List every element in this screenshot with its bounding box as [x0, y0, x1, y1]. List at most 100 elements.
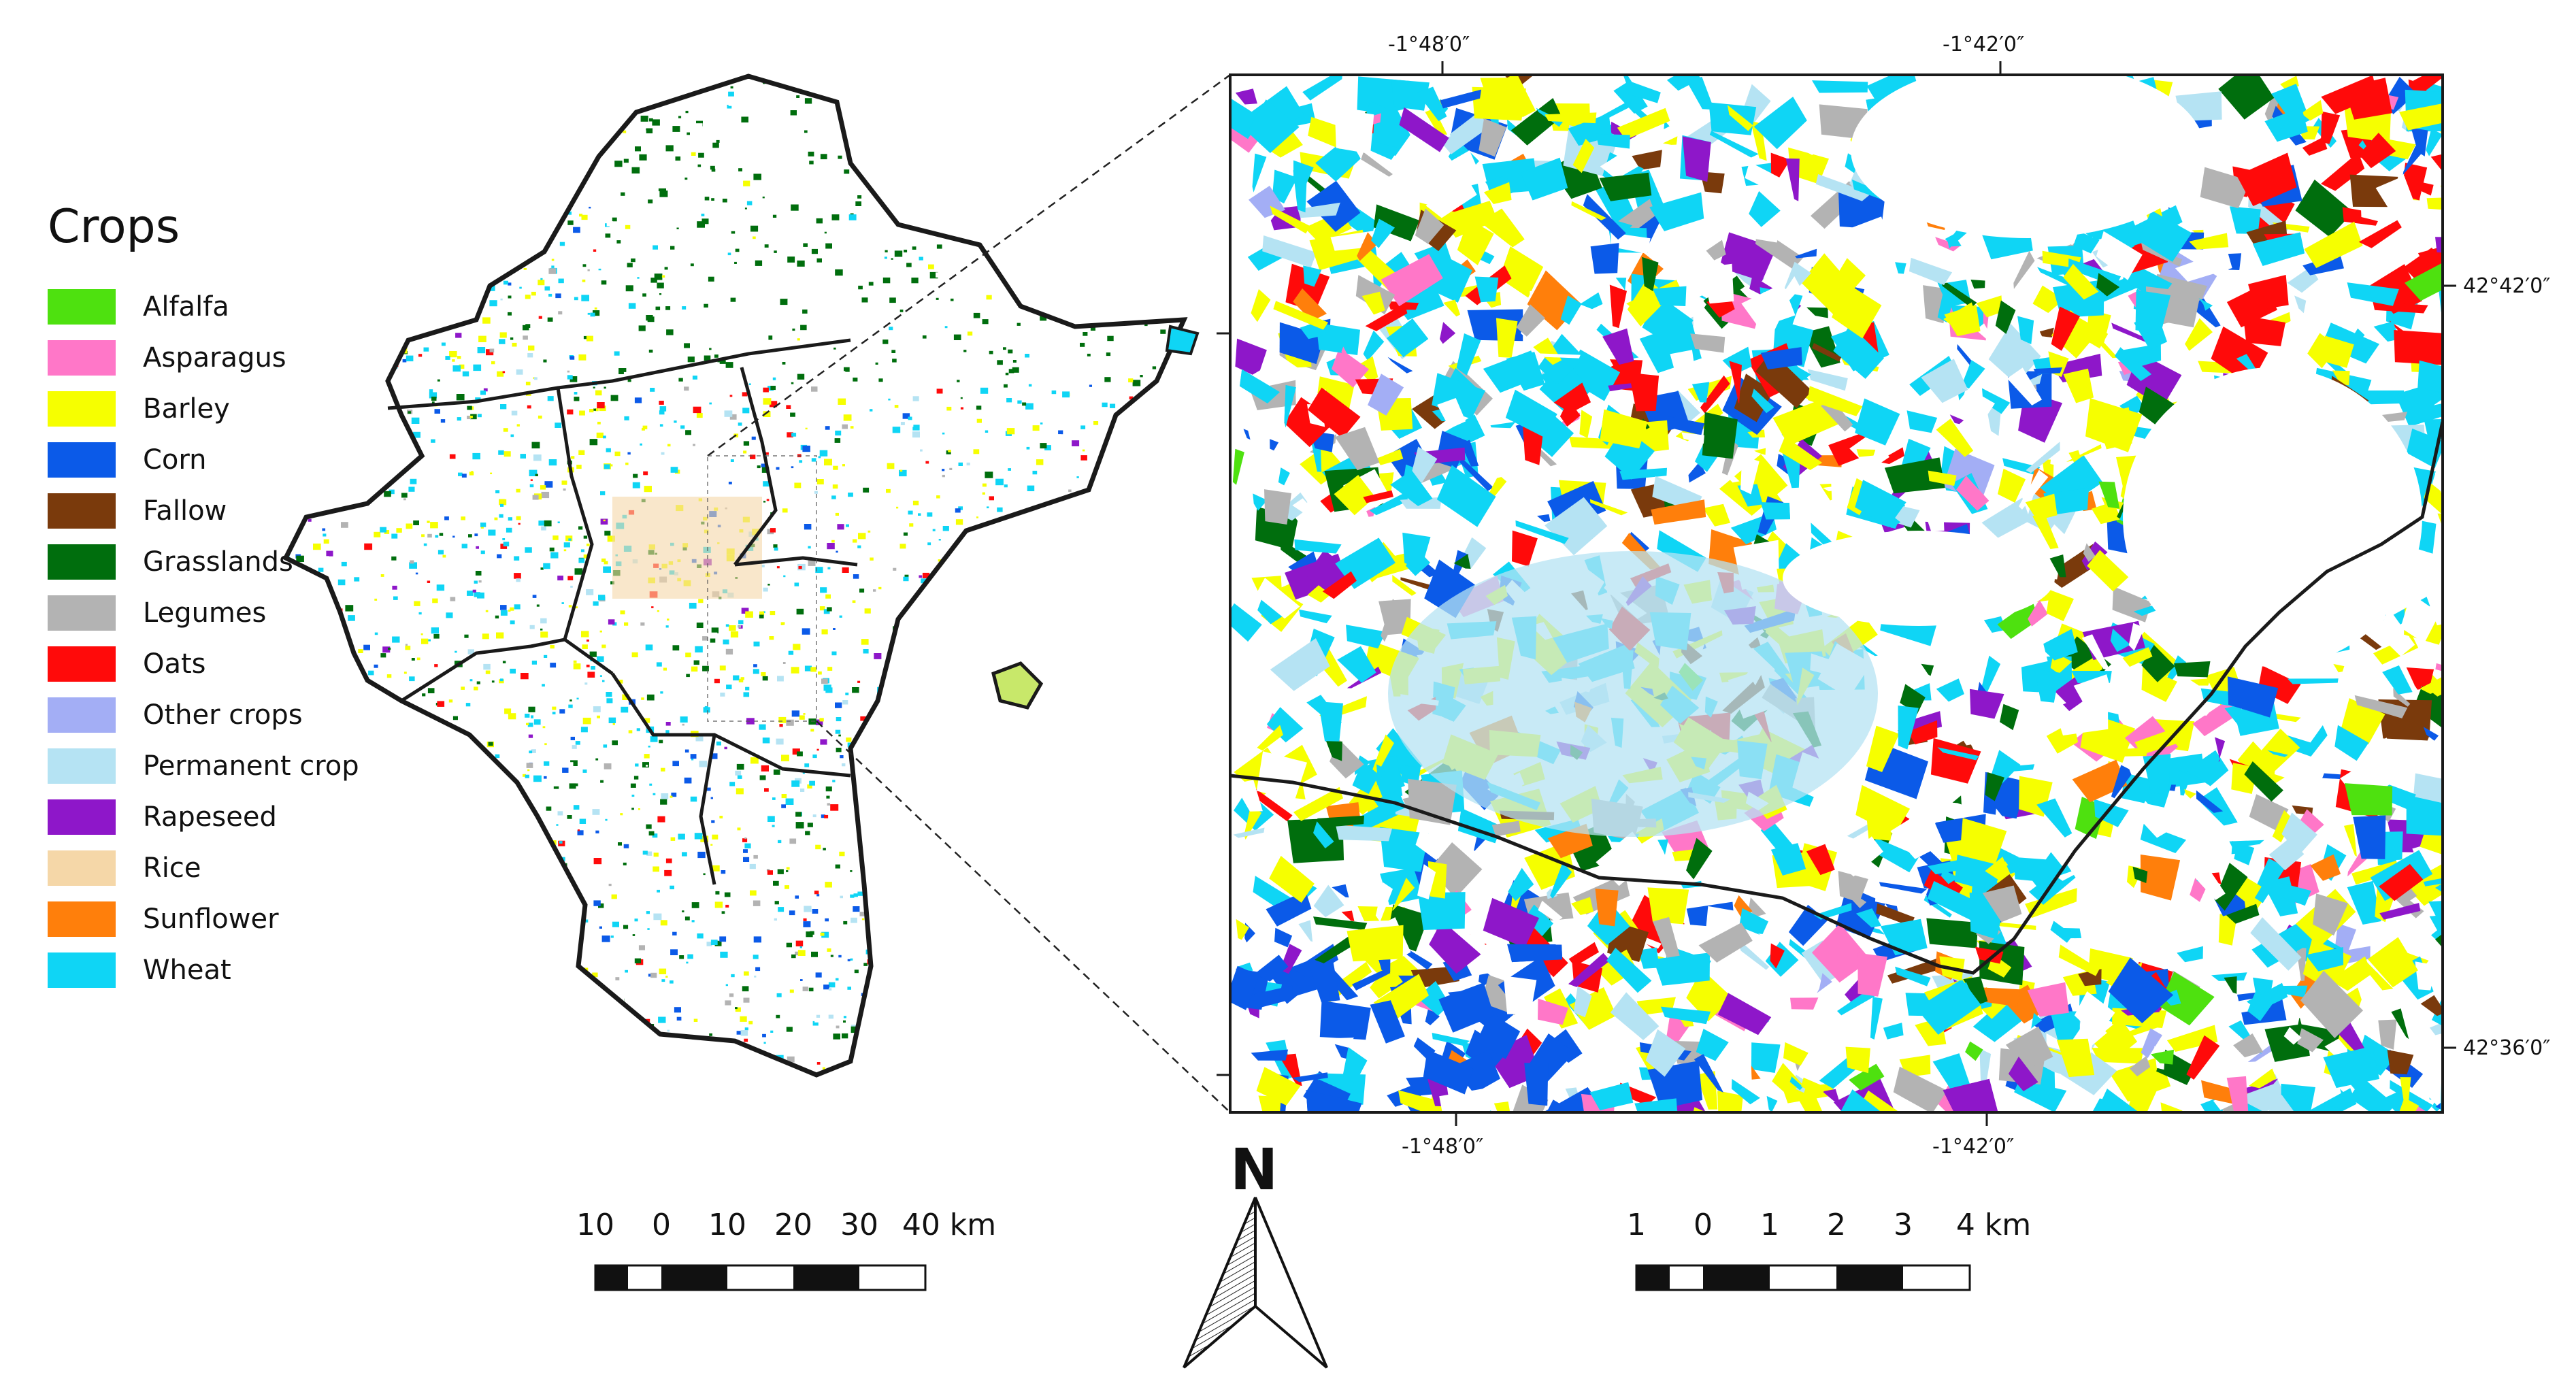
crop-pixel	[508, 610, 511, 612]
crop-pixel	[478, 271, 482, 274]
crop-pixel	[902, 119, 909, 125]
crop-pixel	[480, 391, 486, 395]
crop-pixel	[1132, 265, 1134, 267]
crop-pixel	[457, 417, 461, 421]
crop-pixel	[763, 1042, 766, 1044]
crop-pixel	[967, 769, 974, 776]
crop-pixel	[665, 858, 672, 863]
crop-pixel	[683, 211, 691, 218]
crop-pixel	[378, 1023, 386, 1029]
crop-pixel	[1020, 869, 1025, 873]
crop-pixel	[378, 498, 384, 503]
crop-pixel	[1011, 850, 1014, 853]
crop-pixel	[338, 96, 342, 99]
crop-pixel	[1104, 923, 1112, 929]
crop-pixel	[555, 999, 563, 1006]
crop-pixel	[852, 831, 856, 834]
crop-pixel	[1178, 952, 1184, 958]
crop-pixel	[580, 727, 588, 733]
crop-pixel	[551, 259, 555, 261]
crop-pixel	[427, 688, 435, 693]
crop-pixel	[1029, 875, 1035, 880]
crop-pixel	[1031, 183, 1036, 187]
crop-pixel	[1164, 76, 1172, 81]
crop-pixel	[1041, 1077, 1048, 1082]
crop-pixel	[953, 334, 961, 340]
crop-pixel	[1156, 369, 1160, 372]
crop-pixel	[1156, 890, 1163, 895]
crop-pixel	[680, 290, 684, 293]
crop-pixel	[780, 1072, 782, 1074]
crop-pixel	[532, 595, 537, 598]
crop-pixel	[833, 1033, 840, 1040]
crop-pixel	[367, 1070, 371, 1074]
crop-parcel	[1375, 882, 1393, 922]
crop-pixel	[306, 935, 313, 941]
crop-pixel	[725, 1084, 729, 1087]
crop-pixel	[1076, 369, 1080, 373]
crop-pixel	[694, 833, 703, 840]
crop-pixel	[538, 520, 545, 526]
crop-pixel	[600, 491, 606, 495]
crop-pixel	[291, 751, 295, 755]
crop-pixel	[882, 159, 885, 161]
crop-pixel	[601, 644, 606, 648]
crop-pixel	[999, 809, 1005, 814]
crop-pixel	[541, 526, 546, 531]
crop-pixel	[1068, 461, 1072, 465]
crop-pixel	[450, 916, 455, 921]
crop-parcel	[1952, 795, 1962, 805]
crop-pixel	[989, 808, 993, 812]
crop-pixel	[761, 672, 766, 676]
crop-pixel	[850, 958, 853, 961]
crop-pixel	[496, 632, 504, 639]
crop-pixel	[1097, 573, 1102, 577]
crop-pixel	[653, 245, 658, 250]
crop-pixel	[471, 471, 474, 473]
crop-parcel	[2390, 1080, 2433, 1112]
crop-pixel	[525, 1049, 528, 1051]
crop-pixel	[976, 649, 984, 655]
crop-pixel	[542, 684, 545, 687]
crop-pixel	[940, 260, 944, 263]
crop-pixel	[971, 167, 978, 173]
crop-pixel	[804, 369, 811, 375]
crop-pixel	[1095, 690, 1102, 696]
crop-pixel	[1040, 677, 1044, 680]
crop-pixel	[1182, 379, 1184, 385]
crop-pixel	[631, 808, 634, 810]
crop-pixel	[497, 554, 502, 559]
crop-parcel	[2092, 1018, 2138, 1063]
crop-pixel	[540, 485, 546, 490]
crop-pixel	[498, 231, 504, 235]
crop-pixel	[684, 749, 689, 753]
crop-pixel	[1012, 1037, 1016, 1040]
crop-pixel	[785, 885, 789, 889]
crop-pixel	[297, 949, 303, 954]
crop-pixel	[1202, 680, 1204, 682]
crop-pixel	[942, 442, 947, 446]
crop-pixel	[429, 124, 433, 129]
crop-pixel	[376, 949, 379, 951]
crop-pixel	[1200, 1048, 1206, 1053]
crop-pixel	[428, 810, 431, 813]
crop-pixel	[319, 874, 327, 880]
crop-pixel	[846, 524, 849, 527]
crop-pixel	[892, 698, 898, 703]
crop-pixel	[1065, 237, 1072, 244]
crop-pixel	[791, 141, 799, 147]
crop-pixel	[324, 844, 332, 850]
crop-pixel	[333, 1072, 337, 1075]
crop-pixel	[878, 586, 882, 590]
crop-pixel	[1192, 297, 1195, 299]
crop-pixel	[816, 258, 822, 263]
crop-pixel	[341, 561, 347, 567]
crop-pixel	[816, 1062, 821, 1065]
crop-pixel	[427, 520, 430, 523]
crop-pixel	[294, 112, 301, 118]
crop-pixel	[973, 617, 982, 624]
crop-pixel	[661, 979, 665, 982]
crop-pixel	[300, 400, 305, 403]
crop-pixel	[1005, 372, 1009, 376]
crop-pixel	[901, 716, 906, 720]
